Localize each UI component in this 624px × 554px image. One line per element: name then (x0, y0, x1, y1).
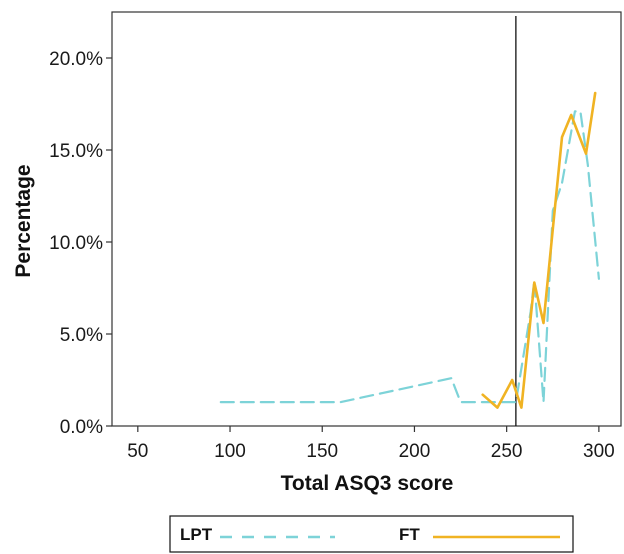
series-group (219, 91, 601, 409)
series-line-lpt (219, 110, 601, 404)
x-axis-title: Total ASQ3 score (281, 472, 454, 495)
legend-label-lpt: LPT (180, 525, 213, 544)
x-tick-label: 300 (583, 441, 615, 462)
series-line-ft (481, 91, 597, 409)
x-tick-label: 100 (214, 441, 246, 462)
plot-frame (111, 11, 622, 427)
x-tick-label: 250 (491, 441, 523, 462)
legend: LPT FT (169, 515, 574, 553)
legend-label-ft: FT (399, 525, 420, 544)
y-tick-label: 20.0% (49, 49, 103, 70)
y-tick-label: 0.0% (60, 417, 103, 438)
x-tick-label: 50 (127, 441, 148, 462)
legend-box (169, 515, 574, 553)
y-tick-label: 10.0% (49, 233, 103, 254)
y-tick-label: 15.0% (49, 141, 103, 162)
axes-group: 50 100 150 200 250 300 0.0% 5.0% 10.0% 15.0% 20.0% (49, 49, 615, 462)
x-tick-label: 150 (306, 441, 338, 462)
plot-area-border (111, 11, 622, 427)
x-tick-label: 200 (399, 441, 431, 462)
y-tick-label: 5.0% (60, 325, 103, 346)
y-axis-title: Percentage (12, 164, 35, 277)
